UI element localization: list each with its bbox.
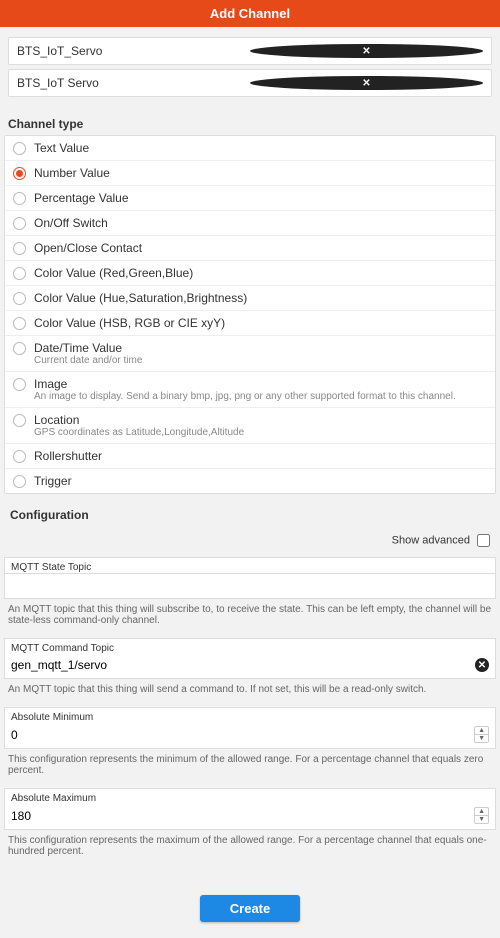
channel-type-label: Date/Time Value (34, 341, 122, 355)
channel-type-label: Color Value (Hue,Saturation,Brightness) (34, 291, 247, 305)
channel-type-label-wrap: Color Value (Hue,Saturation,Brightness) (34, 291, 247, 305)
mqtt-command-label: MQTT Command Topic (4, 638, 496, 654)
abs-min-block: Absolute Minimum ▲▼ (4, 707, 496, 749)
channel-type-label-wrap: Number Value (34, 166, 110, 180)
radio-icon (13, 378, 26, 391)
radio-icon (13, 217, 26, 230)
channel-type-sublabel: An image to display. Send a binary bmp, … (34, 391, 456, 402)
channel-type-label-wrap: Color Value (HSB, RGB or CIE xyY) (34, 316, 225, 330)
channel-type-label-wrap: Percentage Value (34, 191, 129, 205)
channel-type-label-wrap: Text Value (34, 141, 89, 155)
radio-icon (13, 192, 26, 205)
channel-type-sublabel: GPS coordinates as Latitude,Longitude,Al… (34, 427, 244, 438)
name-input-row[interactable]: BTS_IoT Servo✕ (8, 69, 492, 97)
abs-min-label: Absolute Minimum (4, 707, 496, 723)
channel-type-label-wrap: Trigger (34, 474, 72, 488)
channel-type-option[interactable]: Color Value (Red,Green,Blue) (5, 261, 495, 286)
radio-icon (13, 142, 26, 155)
channel-type-label: Color Value (HSB, RGB or CIE xyY) (34, 316, 225, 330)
abs-min-input-wrap: ▲▼ (4, 723, 496, 749)
mqtt-command-help: An MQTT topic that this thing will send … (0, 679, 500, 703)
channel-type-label: Location (34, 413, 79, 427)
channel-type-label-wrap: ImageAn image to display. Send a binary … (34, 377, 456, 402)
channel-type-option[interactable]: Percentage Value (5, 186, 495, 211)
channel-type-label: Text Value (34, 141, 89, 155)
name-input-row[interactable]: BTS_IoT_Servo✕ (8, 37, 492, 65)
clear-icon[interactable]: ✕ (250, 76, 483, 90)
radio-icon (13, 292, 26, 305)
create-button[interactable]: Create (200, 895, 300, 922)
radio-icon (13, 475, 26, 488)
radio-icon (13, 267, 26, 280)
channel-type-title: Channel type (0, 107, 500, 135)
footer: Create (0, 865, 500, 938)
channel-type-option[interactable]: Trigger (5, 469, 495, 493)
abs-max-input[interactable] (11, 807, 474, 824)
channel-type-label: Percentage Value (34, 191, 129, 205)
channel-type-option[interactable]: Rollershutter (5, 444, 495, 469)
mqtt-state-label: MQTT State Topic (4, 557, 496, 573)
name-input-value: BTS_IoT Servo (17, 76, 250, 90)
mqtt-state-help: An MQTT topic that this thing will subsc… (0, 599, 500, 634)
channel-type-option[interactable]: On/Off Switch (5, 211, 495, 236)
mqtt-command-input[interactable] (11, 657, 475, 673)
channel-type-label-wrap: Rollershutter (34, 449, 102, 463)
channel-type-label: On/Off Switch (34, 216, 108, 230)
mqtt-state-block: MQTT State Topic (4, 557, 496, 599)
clear-icon[interactable]: ✕ (475, 658, 489, 672)
channel-type-label-wrap: Color Value (Red,Green,Blue) (34, 266, 193, 280)
channel-type-label: Rollershutter (34, 449, 102, 463)
channel-type-label-wrap: On/Off Switch (34, 216, 108, 230)
radio-icon (13, 242, 26, 255)
show-advanced-row: Show advanced (0, 530, 500, 553)
channel-type-list: Text Value Number Value Percentage Value On… (4, 135, 496, 494)
name-input-value: BTS_IoT_Servo (17, 44, 250, 58)
channel-type-label: Color Value (Red,Green,Blue) (34, 266, 193, 280)
clear-icon[interactable]: ✕ (250, 44, 483, 58)
radio-icon (13, 342, 26, 355)
configuration-title: Configuration (0, 494, 500, 530)
mqtt-command-block: MQTT Command Topic ✕ (4, 638, 496, 679)
radio-icon (13, 414, 26, 427)
radio-icon (13, 317, 26, 330)
abs-max-input-wrap: ▲▼ (4, 804, 496, 830)
dialog-header: Add Channel (0, 0, 500, 27)
channel-type-label: Number Value (34, 166, 110, 180)
abs-max-label: Absolute Maximum (4, 788, 496, 804)
name-section: BTS_IoT_Servo✕BTS_IoT Servo✕ (0, 27, 500, 107)
mqtt-state-input-wrap (4, 573, 496, 599)
show-advanced-label: Show advanced (392, 534, 470, 546)
channel-type-label: Open/Close Contact (34, 241, 142, 255)
channel-type-option[interactable]: Open/Close Contact (5, 236, 495, 261)
channel-type-label-wrap: Open/Close Contact (34, 241, 142, 255)
mqtt-state-input[interactable] (11, 577, 489, 593)
channel-type-label-wrap: LocationGPS coordinates as Latitude,Long… (34, 413, 244, 438)
channel-type-label-wrap: Date/Time ValueCurrent date and/or time (34, 341, 142, 366)
channel-type-label: Image (34, 377, 67, 391)
mqtt-command-input-wrap: ✕ (4, 654, 496, 679)
channel-type-option[interactable]: Text Value (5, 136, 495, 161)
abs-max-block: Absolute Maximum ▲▼ (4, 788, 496, 830)
show-advanced-checkbox[interactable] (477, 534, 490, 547)
channel-type-option[interactable]: Date/Time ValueCurrent date and/or time (5, 336, 495, 372)
channel-type-option[interactable]: ImageAn image to display. Send a binary … (5, 372, 495, 408)
abs-max-help: This configuration represents the maximu… (0, 830, 500, 865)
channel-type-option[interactable]: LocationGPS coordinates as Latitude,Long… (5, 408, 495, 444)
abs-min-input[interactable] (11, 726, 474, 743)
channel-type-option[interactable]: Color Value (Hue,Saturation,Brightness) (5, 286, 495, 311)
radio-icon (13, 167, 26, 180)
abs-max-stepper[interactable]: ▲▼ (474, 807, 489, 824)
channel-type-sublabel: Current date and/or time (34, 355, 142, 366)
radio-icon (13, 450, 26, 463)
channel-type-option[interactable]: Color Value (HSB, RGB or CIE xyY) (5, 311, 495, 336)
channel-type-label: Trigger (34, 474, 72, 488)
channel-type-option[interactable]: Number Value (5, 161, 495, 186)
dialog-title: Add Channel (210, 6, 290, 21)
channel-type-section: Channel type Text Value Number Value Perce… (0, 107, 500, 494)
abs-min-stepper[interactable]: ▲▼ (474, 726, 489, 743)
abs-min-help: This configuration represents the minimu… (0, 749, 500, 784)
